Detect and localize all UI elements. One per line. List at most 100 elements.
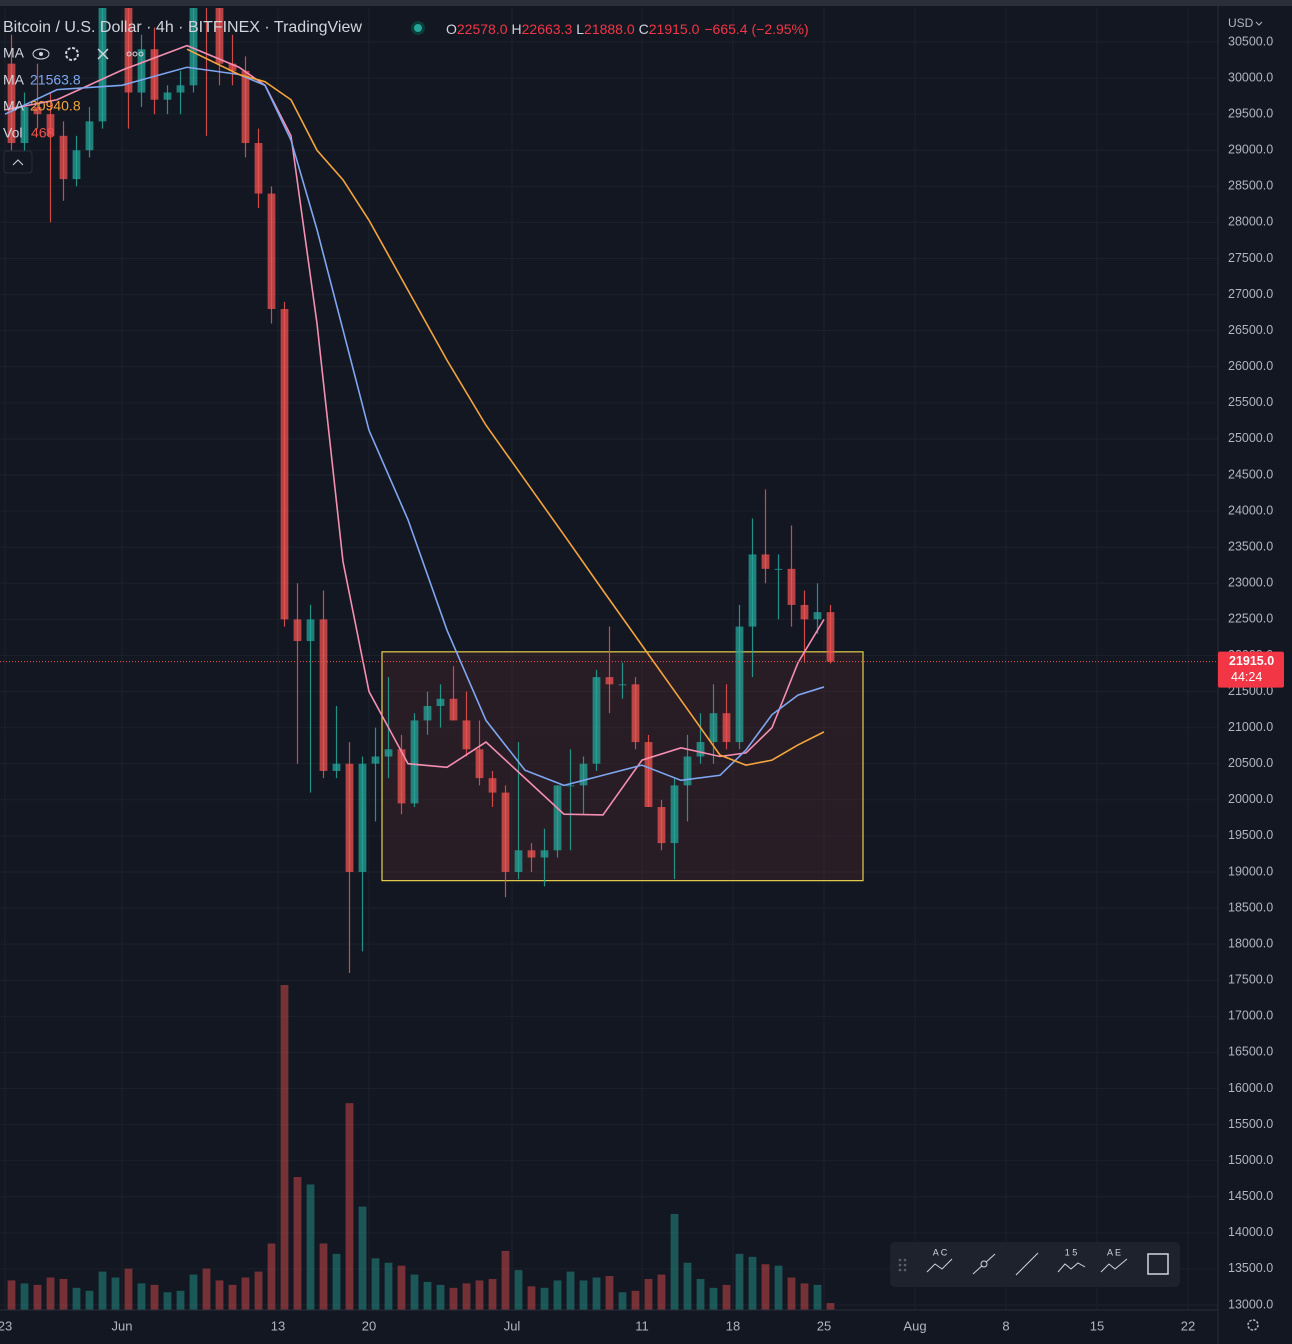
volume-bar	[722, 1284, 731, 1310]
ray-tool[interactable]	[1015, 1252, 1039, 1276]
legend-name: MA	[3, 72, 25, 88]
pattern-tool[interactable]	[926, 1258, 953, 1273]
volume-bar	[696, 1278, 705, 1310]
y-tick-label: 18000.0	[1228, 936, 1273, 950]
volume-bar	[475, 1280, 484, 1310]
volume-bar	[72, 1287, 81, 1310]
volume-bar	[46, 1277, 55, 1310]
volume-bar	[98, 1271, 107, 1310]
volume-bar	[527, 1286, 536, 1310]
candle-body	[46, 114, 55, 136]
currency-chevron[interactable]	[1255, 21, 1263, 26]
volume-bar	[137, 1283, 146, 1310]
x-tick-label: 15	[1090, 1318, 1104, 1333]
drag-handle[interactable]	[898, 1258, 907, 1272]
rect-tool[interactable]	[1147, 1253, 1169, 1275]
candle-body	[514, 850, 523, 872]
y-tick-label: 21000.0	[1228, 720, 1273, 734]
tool-label: A C	[933, 1247, 948, 1257]
volume-bar	[670, 1213, 679, 1310]
candle-body	[774, 568, 783, 570]
candle-body	[397, 749, 406, 804]
candle-body	[241, 70, 250, 144]
volume-bar	[514, 1270, 523, 1310]
candle-body	[631, 684, 640, 743]
legend-icons[interactable]	[32, 47, 144, 61]
remove-icon[interactable]	[97, 48, 109, 60]
more-icon[interactable]	[126, 51, 144, 57]
volume-bar	[553, 1280, 562, 1310]
volume-bar	[111, 1277, 120, 1310]
volume-bar	[306, 1184, 315, 1310]
volume-bar	[20, 1283, 29, 1310]
candle-body	[644, 742, 653, 808]
ohlc-value: 21888.0	[584, 21, 635, 37]
volume-bar	[345, 1103, 354, 1310]
candle-body	[358, 763, 367, 872]
volume-bar	[202, 1268, 211, 1310]
wave-tool-2[interactable]	[1100, 1258, 1128, 1273]
volume-bar	[293, 1177, 302, 1310]
x-tick-label: 25	[817, 1318, 831, 1333]
candle-body	[566, 785, 575, 787]
candle-body	[150, 49, 159, 100]
moving-average	[4, 66, 825, 787]
y-tick-label: 30500.0	[1228, 34, 1273, 48]
y-tick-label: 17000.0	[1228, 1009, 1273, 1023]
y-tick-label: 18500.0	[1228, 900, 1273, 914]
y-tick-label: 27500.0	[1228, 251, 1273, 265]
ohlc-key: C	[639, 21, 649, 37]
candle-body	[306, 619, 315, 642]
settings-icon[interactable]	[65, 47, 79, 61]
volume-bar	[163, 1292, 172, 1310]
moving-average	[186, 48, 825, 766]
eye-icon[interactable]	[32, 48, 50, 60]
volume-bar	[657, 1274, 666, 1310]
trend-tool-point	[980, 1260, 988, 1268]
y-tick-label: 26000.0	[1228, 359, 1273, 373]
y-tick-label: 16000.0	[1228, 1081, 1273, 1095]
candle-body	[423, 705, 432, 721]
candle-body	[748, 554, 757, 627]
candle-body	[657, 807, 666, 844]
legend-name: MA	[3, 45, 25, 61]
candle-body	[761, 554, 770, 569]
x-tick-label: Aug	[903, 1318, 926, 1333]
x-tick-label: 20	[362, 1318, 376, 1333]
grid	[0, 8, 1218, 1310]
candle-body	[293, 619, 302, 642]
y-tick-label: 23500.0	[1228, 539, 1273, 553]
volume-bar	[800, 1283, 809, 1310]
volume-bar	[358, 1206, 367, 1310]
volume-bar	[332, 1253, 341, 1310]
y-tick-label: 28500.0	[1228, 179, 1273, 193]
bar-countdown: 44:24	[1231, 670, 1262, 684]
volume-bar	[813, 1284, 822, 1310]
volume-bar	[566, 1271, 575, 1310]
currency[interactable]: USD	[1228, 16, 1254, 30]
volume-bar	[150, 1284, 159, 1310]
x-tick-label: 8	[1002, 1318, 1009, 1333]
legend-name: MA	[3, 98, 25, 114]
y-tick-label: 23000.0	[1228, 576, 1273, 590]
volume-bar	[540, 1287, 549, 1310]
y-tick-label: 20500.0	[1228, 756, 1273, 770]
candle-body	[33, 106, 42, 115]
volume-bar	[605, 1276, 614, 1310]
wave-tool[interactable]	[1057, 1262, 1086, 1273]
volume-bar	[371, 1258, 380, 1310]
candle-body	[670, 785, 679, 844]
candle-body	[540, 850, 549, 858]
y-tick-label: 26500.0	[1228, 323, 1273, 337]
candle-body	[189, 8, 198, 86]
collapse-button[interactable]	[3, 150, 33, 174]
candle-body	[319, 619, 328, 771]
axis-settings[interactable]	[1247, 1319, 1259, 1331]
legend-value: 21563.8	[30, 72, 81, 88]
y-tick-label: 17500.0	[1228, 973, 1273, 987]
candle-body	[527, 850, 536, 858]
candle-body	[59, 135, 68, 180]
top-border	[0, 0, 1292, 6]
